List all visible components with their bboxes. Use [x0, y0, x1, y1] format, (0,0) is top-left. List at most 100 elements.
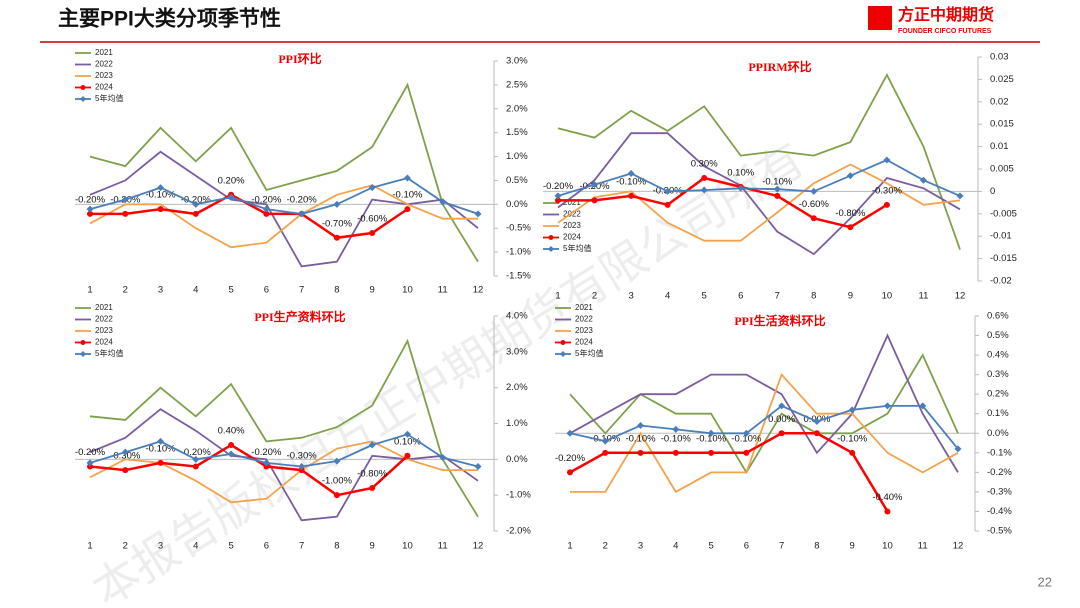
y-tick-label: 2.0%	[506, 382, 528, 393]
point	[602, 449, 609, 456]
x-tick-label: 3	[638, 541, 643, 552]
point	[700, 186, 708, 194]
point	[86, 205, 94, 213]
x-tick-label: 10	[882, 291, 893, 302]
point	[555, 197, 561, 204]
series-line	[89, 443, 409, 497]
legend-label: 5年均值	[563, 243, 591, 253]
x-tick-label: 6	[738, 291, 743, 302]
x-tick-label: 8	[334, 285, 339, 296]
point	[87, 463, 93, 470]
y-tick-label: -0.5%	[987, 526, 1012, 537]
y-tick-label: -0.005	[990, 208, 1017, 219]
data-label: 0.30%	[691, 158, 718, 169]
data-label: -0.20%	[543, 181, 574, 192]
series-line	[89, 433, 479, 468]
point	[743, 449, 750, 456]
point	[627, 169, 635, 177]
point	[227, 450, 235, 458]
point	[262, 459, 270, 467]
point	[591, 181, 599, 189]
x-tick-label: 1	[555, 291, 560, 302]
x-tick-label: 2	[123, 541, 128, 552]
page-title: 主要PPI大类分项季节性	[58, 7, 281, 31]
data-label: 0.20%	[218, 175, 245, 186]
series-line	[89, 338, 479, 518]
legend-marker	[80, 85, 86, 90]
series-line	[89, 440, 478, 504]
data-label: -0.10%	[661, 433, 692, 444]
point	[737, 184, 745, 192]
point	[884, 508, 891, 515]
point	[121, 196, 129, 204]
y-tick-label: -0.01	[990, 231, 1012, 242]
chart-title: PPI生活资料环比	[734, 313, 825, 328]
y-tick-label: -2.0%	[506, 526, 531, 537]
x-tick-label: 1	[87, 541, 92, 552]
point	[956, 192, 964, 200]
legend-marker	[548, 235, 554, 240]
data-label: -0.60%	[799, 199, 830, 210]
x-tick-label: 6	[264, 541, 269, 552]
legend-label: 2024	[563, 233, 581, 242]
series-line	[558, 176, 888, 229]
x-tick-label: 9	[850, 541, 855, 552]
x-tick-label: 4	[665, 291, 670, 302]
legend-marker	[80, 351, 86, 357]
point	[298, 463, 306, 470]
data-label: -0.10%	[731, 433, 762, 444]
y-tick-label: 0.03	[990, 52, 1009, 63]
point	[637, 449, 644, 456]
x-tick-label: 2	[592, 291, 597, 302]
point	[883, 201, 890, 208]
legend-label: 2024	[95, 83, 113, 92]
logo-cn: 方正中期期货	[898, 5, 994, 24]
y-tick-label: -0.4%	[987, 506, 1012, 517]
x-tick-label: 12	[955, 291, 966, 302]
y-tick-label: -0.2%	[987, 467, 1012, 478]
legend-marker	[560, 351, 566, 357]
point	[157, 459, 164, 466]
legend-label: 2022	[575, 315, 593, 324]
point	[883, 156, 891, 164]
data-label: -0.20%	[181, 194, 212, 205]
data-label: -0.20%	[75, 194, 106, 205]
data-label: -0.80%	[357, 469, 388, 480]
legend-label: 2022	[95, 315, 113, 324]
data-label: -0.40%	[872, 492, 903, 503]
y-tick-label: 0.01	[990, 141, 1009, 152]
series-line	[557, 132, 961, 256]
point	[708, 449, 715, 456]
x-tick-label: 3	[628, 291, 633, 302]
x-tick-label: 5	[708, 541, 713, 552]
chart-title: PPI环比	[278, 51, 321, 66]
point	[333, 492, 340, 499]
series-line	[569, 432, 889, 513]
series-line	[569, 333, 959, 473]
y-tick-label: 3.0%	[506, 346, 528, 357]
point	[369, 485, 376, 491]
point	[774, 192, 781, 199]
series-line	[89, 82, 479, 263]
x-tick-label: 7	[299, 541, 304, 552]
point	[263, 463, 270, 470]
x-tick-label: 8	[814, 541, 819, 552]
point	[333, 234, 340, 241]
data-label: -0.60%	[357, 214, 388, 225]
x-tick-label: 12	[473, 285, 484, 296]
point	[157, 184, 165, 192]
x-tick-label: 5	[702, 291, 707, 302]
point	[403, 174, 411, 182]
point	[157, 437, 165, 445]
point	[919, 176, 927, 184]
series-line	[89, 184, 478, 249]
x-tick-label: 4	[673, 541, 678, 552]
y-tick-label: -0.02	[990, 276, 1012, 287]
point	[810, 187, 818, 195]
series-line	[557, 158, 961, 197]
point	[810, 215, 817, 222]
legend-label: 2021	[575, 303, 593, 312]
x-tick-label: 7	[779, 541, 784, 552]
y-tick-label: 2.0%	[506, 103, 528, 114]
y-tick-label: 1.0%	[506, 151, 528, 162]
